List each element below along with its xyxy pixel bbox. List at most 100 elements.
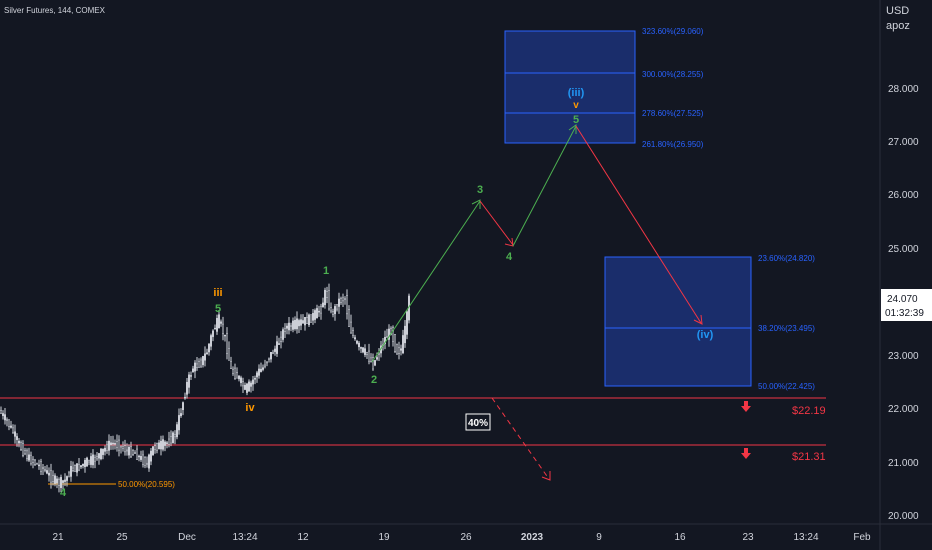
- candle-body: [36, 463, 38, 465]
- candle-body: [0, 410, 2, 414]
- candle-body: [278, 343, 280, 345]
- candle-body: [238, 375, 240, 380]
- price-tick: 22.000: [888, 404, 919, 415]
- candle-body: [366, 352, 368, 355]
- candle-body: [390, 327, 392, 336]
- wave-iv-target-box: [604, 256, 752, 387]
- candle-body: [212, 330, 214, 337]
- candle-body: [290, 325, 292, 327]
- time-tick: Feb: [853, 532, 871, 543]
- candle-body: [358, 342, 360, 348]
- candle-body: [252, 379, 254, 385]
- candle-body: [350, 321, 352, 334]
- candle-body: [218, 314, 220, 329]
- candle-body: [118, 439, 120, 451]
- candle-body: [114, 443, 116, 445]
- candle-body: [370, 357, 372, 362]
- candle-body: [106, 444, 108, 451]
- candle-body: [326, 291, 328, 298]
- candle-body: [398, 347, 400, 354]
- candle-body: [92, 454, 94, 466]
- candle-body: [60, 477, 62, 488]
- candle-body: [400, 348, 402, 351]
- time-tick: 13:24: [793, 532, 818, 543]
- candle-body: [224, 334, 226, 337]
- time-tick: 25: [116, 532, 128, 543]
- candle-body: [80, 465, 82, 468]
- candle-body: [58, 479, 60, 486]
- probability-text: 40%: [468, 418, 488, 429]
- price-tick: 28.000: [888, 84, 919, 95]
- candle-body: [302, 320, 304, 324]
- candle-body: [352, 330, 354, 336]
- candle-body: [260, 368, 262, 372]
- candle-body: [292, 320, 294, 330]
- candle-body: [128, 446, 130, 456]
- time-tick: 13:24: [232, 532, 257, 543]
- candle-body: [266, 361, 268, 364]
- candle-body: [104, 447, 106, 452]
- candle-body: [240, 377, 242, 383]
- wave-label-1-green: 1: [323, 265, 329, 277]
- wave-label-3-green: 3: [477, 184, 483, 196]
- candle-body: [316, 308, 318, 319]
- candle-body: [62, 480, 64, 483]
- candle-body: [196, 363, 198, 368]
- wave-label-iv-orange: iv: [245, 402, 255, 414]
- candle-body: [120, 445, 122, 448]
- candle-body: [2, 413, 4, 417]
- probability-badge: 40%: [465, 413, 491, 431]
- candle-body: [328, 290, 330, 310]
- candle-body: [142, 454, 144, 465]
- fib-label-261: 261.80%(26.950): [642, 140, 704, 149]
- candle-body: [392, 327, 394, 342]
- candle-body: [182, 402, 184, 411]
- candle-body: [200, 359, 202, 367]
- candle-body: [338, 298, 340, 307]
- candle-body: [56, 478, 58, 484]
- candle-body: [348, 309, 350, 327]
- candle-body: [100, 448, 102, 460]
- level-label-22-19: $22.19: [792, 405, 826, 417]
- candle-body: [68, 472, 70, 478]
- candle-body: [146, 462, 148, 465]
- candle-body: [180, 413, 182, 417]
- wave-label-5-green: 5: [215, 303, 221, 315]
- time-tick: 19: [378, 532, 390, 543]
- candle-body: [306, 317, 308, 324]
- candle-body: [160, 440, 162, 450]
- candle-body: [384, 336, 386, 344]
- time-axis[interactable]: 21 25 Dec 13:24 12 19 26 2023 9 16 23 13…: [0, 523, 932, 543]
- time-tick: 2023: [521, 532, 544, 543]
- candle-body: [312, 313, 314, 321]
- level-label-21-31: $21.31: [792, 451, 826, 463]
- candle-body: [354, 337, 356, 340]
- wave-label-4b-green: 4: [506, 251, 513, 263]
- candle-body: [394, 334, 396, 352]
- candle-body: [362, 347, 364, 353]
- time-tick: 21: [52, 532, 64, 543]
- candle-body: [112, 442, 114, 445]
- candle-body: [198, 361, 200, 368]
- candle-body: [232, 368, 234, 374]
- candle-body: [190, 375, 192, 377]
- candle-body: [188, 374, 190, 388]
- candle-body: [226, 333, 228, 354]
- candle-body: [372, 357, 374, 370]
- candle-body: [374, 360, 376, 366]
- candle-body: [90, 456, 92, 465]
- candle-body: [248, 381, 250, 392]
- candle-body: [360, 347, 362, 349]
- candle-body: [340, 297, 342, 303]
- price-scale[interactable]: USD apoz 28.000 27.000 26.000 25.000 23.…: [879, 0, 932, 550]
- candle-body: [234, 367, 236, 380]
- candle-body: [244, 384, 246, 390]
- candle-body: [70, 465, 72, 477]
- price-tick: 25.000: [888, 244, 919, 255]
- candle-body: [24, 450, 26, 455]
- candle-body: [34, 459, 36, 465]
- candle-body: [268, 357, 270, 360]
- candle-body: [276, 341, 278, 354]
- candle-body: [174, 434, 176, 438]
